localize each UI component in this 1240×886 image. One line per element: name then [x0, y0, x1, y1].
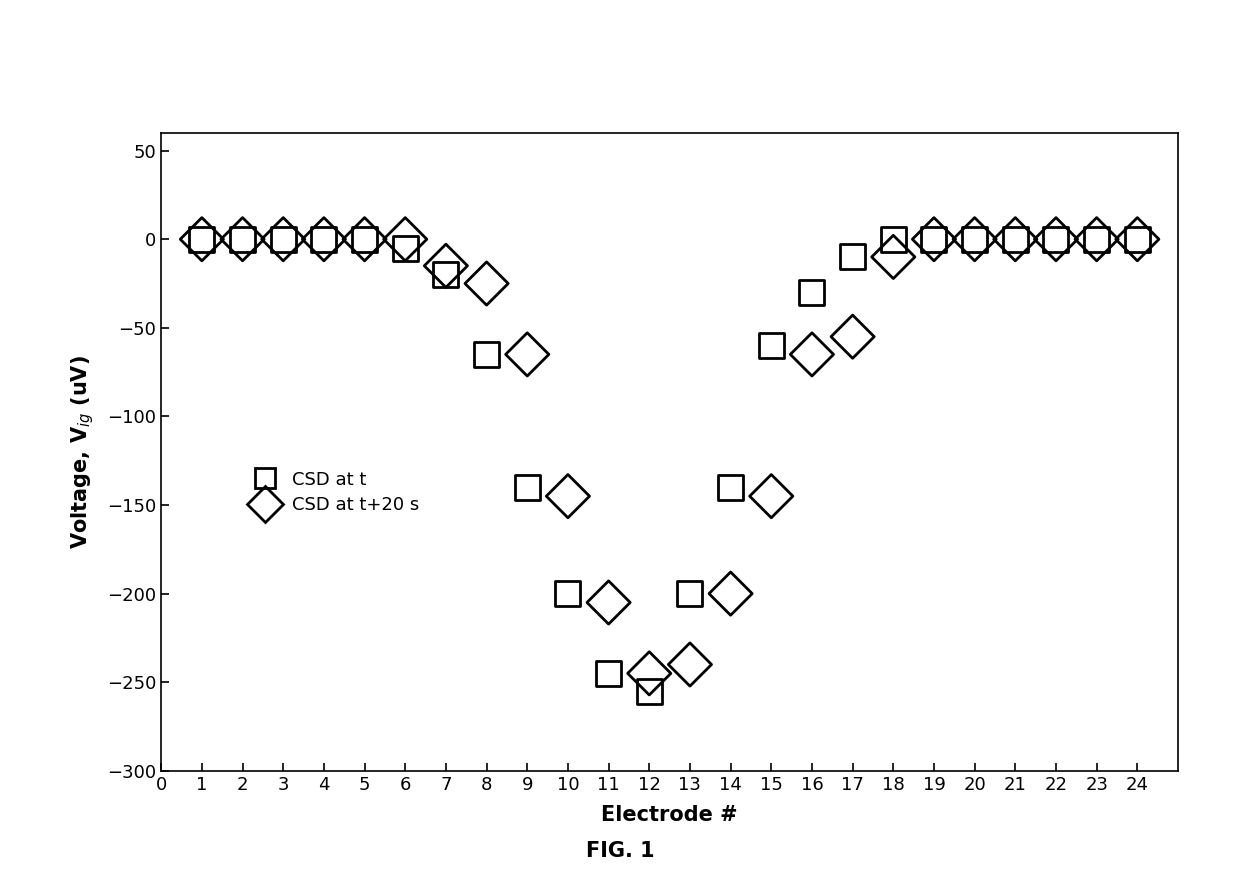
CSD at t+20 s	[1006, 232, 1025, 246]
CSD at t+20 s	[720, 587, 740, 601]
CSD at t+20 s	[599, 595, 619, 610]
CSD at t	[1047, 232, 1066, 246]
CSD at t+20 s	[1047, 232, 1066, 246]
CSD at t	[476, 347, 496, 361]
CSD at t	[436, 268, 456, 282]
CSD at t	[599, 666, 619, 680]
CSD at t+20 s	[355, 232, 374, 246]
CSD at t	[192, 232, 212, 246]
X-axis label: Electrode #: Electrode #	[601, 804, 738, 825]
CSD at t	[314, 232, 334, 246]
CSD at t+20 s	[761, 489, 781, 503]
CSD at t	[355, 232, 374, 246]
CSD at t+20 s	[802, 347, 822, 361]
CSD at t+20 s	[1086, 232, 1106, 246]
CSD at t+20 s	[640, 666, 660, 680]
CSD at t+20 s	[558, 489, 578, 503]
CSD at t	[720, 480, 740, 494]
CSD at t+20 s	[273, 232, 293, 246]
CSD at t	[233, 232, 253, 246]
CSD at t	[558, 587, 578, 601]
CSD at t	[802, 285, 822, 299]
CSD at t	[924, 232, 944, 246]
CSD at t+20 s	[396, 232, 415, 246]
CSD at t	[843, 250, 863, 264]
CSD at t	[1127, 232, 1147, 246]
CSD at t+20 s	[965, 232, 985, 246]
CSD at t+20 s	[314, 232, 334, 246]
Text: FIG. 1: FIG. 1	[585, 841, 655, 860]
CSD at t	[680, 587, 699, 601]
CSD at t+20 s	[192, 232, 212, 246]
CSD at t+20 s	[680, 657, 699, 672]
CSD at t+20 s	[517, 347, 537, 361]
CSD at t+20 s	[924, 232, 944, 246]
CSD at t	[640, 684, 660, 698]
CSD at t	[396, 241, 415, 255]
CSD at t+20 s	[883, 250, 903, 264]
CSD at t+20 s	[233, 232, 253, 246]
Legend: CSD at t, CSD at t+20 s: CSD at t, CSD at t+20 s	[242, 465, 424, 519]
CSD at t+20 s	[1127, 232, 1147, 246]
CSD at t	[883, 232, 903, 246]
CSD at t+20 s	[436, 259, 456, 273]
CSD at t	[1086, 232, 1106, 246]
CSD at t	[273, 232, 293, 246]
CSD at t+20 s	[476, 276, 496, 291]
CSD at t+20 s	[843, 330, 863, 344]
CSD at t	[1006, 232, 1025, 246]
Y-axis label: Voltage, V$_{ig}$ (uV): Voltage, V$_{ig}$ (uV)	[69, 355, 95, 548]
CSD at t	[965, 232, 985, 246]
CSD at t	[761, 338, 781, 353]
CSD at t	[517, 480, 537, 494]
